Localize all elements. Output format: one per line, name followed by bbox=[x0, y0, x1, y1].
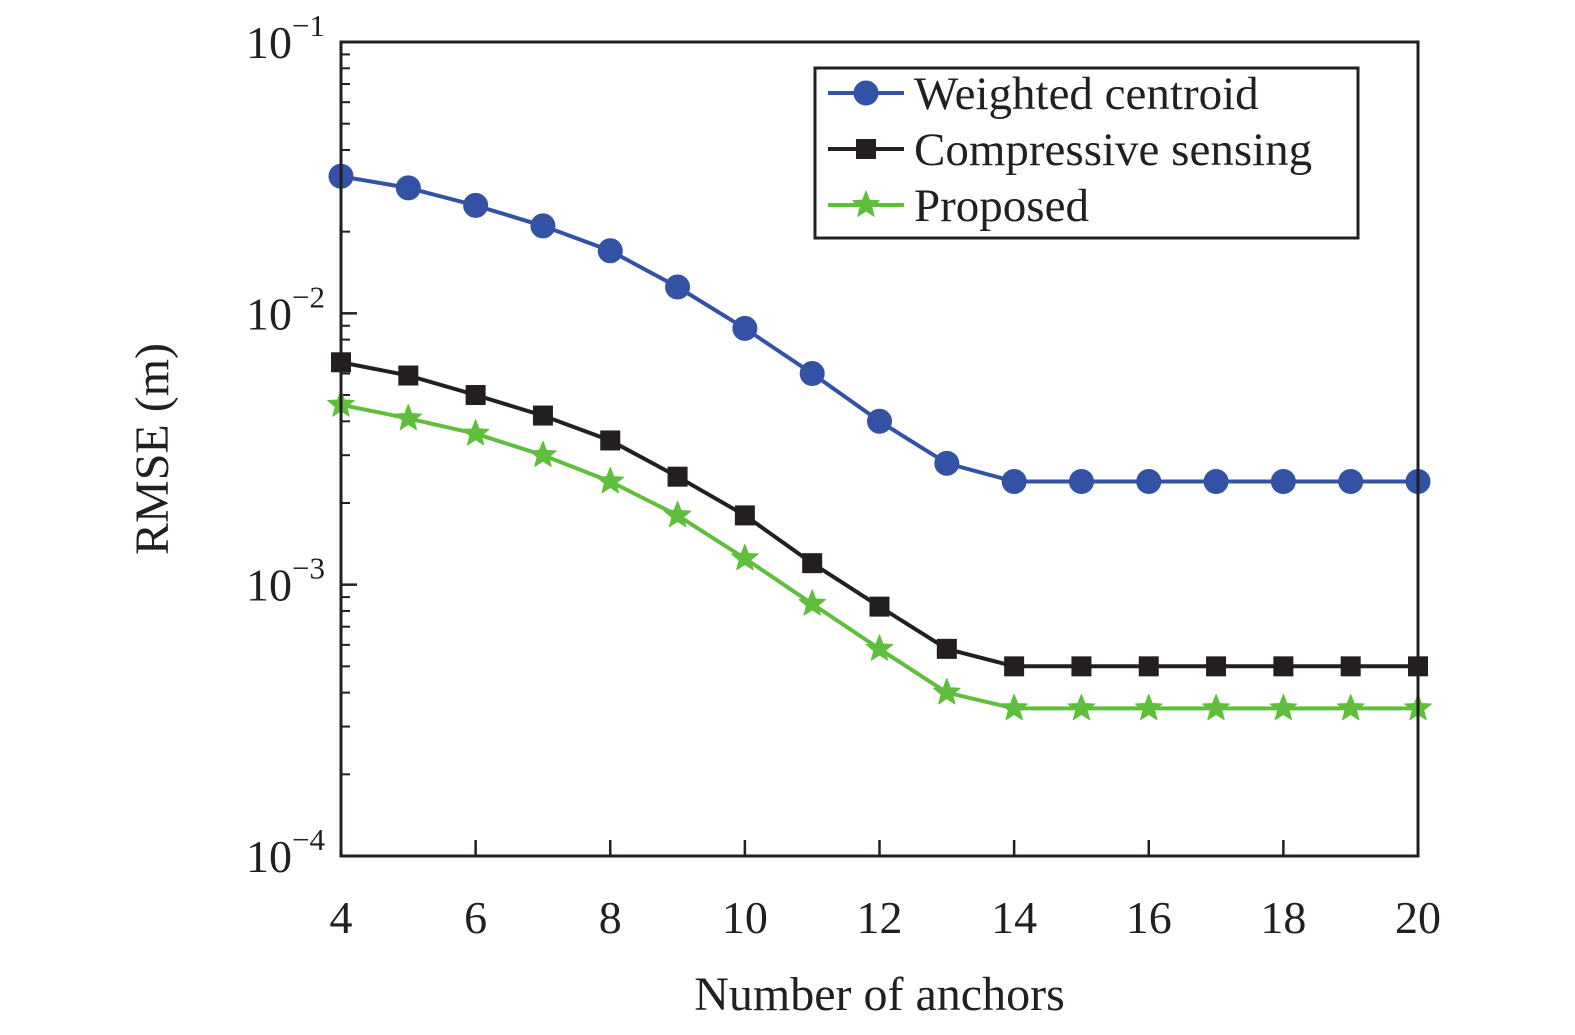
x-tick-label: 12 bbox=[857, 892, 903, 943]
data-point bbox=[1273, 656, 1294, 677]
data-point bbox=[1203, 469, 1229, 495]
data-point bbox=[1336, 693, 1365, 721]
data-point bbox=[667, 466, 688, 487]
data-point bbox=[802, 553, 823, 574]
legend-box bbox=[813, 66, 1360, 240]
y-tick-label: 10−3 bbox=[246, 551, 325, 611]
data-point bbox=[1270, 469, 1296, 495]
x-tick-label: 10 bbox=[722, 892, 768, 943]
data-point bbox=[731, 543, 759, 571]
data-point bbox=[1067, 693, 1096, 721]
legend-item: Weighted centroid bbox=[828, 68, 1259, 120]
data-point bbox=[933, 678, 961, 705]
data-point bbox=[463, 192, 489, 218]
legend-marker bbox=[852, 190, 880, 217]
data-point bbox=[665, 274, 691, 300]
data-point bbox=[1071, 656, 1092, 677]
legend-label: Compressive sensing bbox=[914, 124, 1312, 176]
x-tick-label: 20 bbox=[1395, 892, 1441, 943]
data-point bbox=[529, 440, 557, 467]
data-point bbox=[465, 385, 486, 406]
x-axis-title: Number of anchors bbox=[694, 968, 1065, 1021]
data-point bbox=[865, 634, 894, 661]
series-compressive-sensing bbox=[331, 352, 1428, 677]
data-point bbox=[663, 500, 692, 528]
data-point bbox=[394, 403, 423, 431]
data-point bbox=[461, 419, 490, 446]
data-point bbox=[799, 361, 825, 387]
y-tick-label: 10−1 bbox=[246, 8, 325, 68]
x-tick-labels: 4 6 8 10 12 14 16 18 20 bbox=[330, 892, 1442, 943]
x-tick-label: 6 bbox=[464, 892, 487, 943]
series-weighted-centroid bbox=[328, 163, 1431, 495]
y-axis-title: RMSE (m) bbox=[126, 343, 179, 555]
data-point bbox=[1134, 693, 1163, 721]
y-tick-label: 10−4 bbox=[246, 822, 325, 882]
data-point bbox=[532, 405, 553, 426]
data-point bbox=[1136, 469, 1162, 495]
data-point bbox=[936, 638, 957, 659]
x-tick-label: 16 bbox=[1126, 892, 1172, 943]
data-point bbox=[734, 505, 755, 526]
data-point bbox=[798, 589, 826, 616]
legend-item: Compressive sensing bbox=[828, 124, 1312, 176]
legend-marker bbox=[856, 139, 876, 159]
data-point bbox=[597, 238, 623, 264]
data-point bbox=[1068, 469, 1094, 495]
series-layer bbox=[327, 163, 1432, 721]
legend-label: Proposed bbox=[914, 180, 1089, 232]
data-point bbox=[1001, 469, 1027, 495]
data-point bbox=[395, 175, 421, 201]
legend-item: Proposed bbox=[828, 180, 1089, 232]
legend-label: Weighted centroid bbox=[914, 68, 1259, 120]
data-point bbox=[1340, 656, 1361, 677]
plot-area-frame bbox=[339, 40, 1420, 858]
x-tick-label: 14 bbox=[991, 892, 1037, 943]
y-tick-label: 10−2 bbox=[246, 279, 325, 339]
data-point bbox=[596, 467, 625, 494]
data-point bbox=[1000, 693, 1028, 721]
x-tick-label: 18 bbox=[1260, 892, 1306, 943]
data-point bbox=[600, 430, 621, 451]
data-point bbox=[869, 596, 890, 617]
x-tick-label: 4 bbox=[330, 892, 353, 943]
data-point bbox=[1004, 656, 1025, 677]
x-tick-label: 8 bbox=[599, 892, 622, 943]
data-point bbox=[1269, 693, 1298, 721]
data-point bbox=[1338, 469, 1364, 495]
data-point bbox=[1138, 656, 1159, 677]
data-point bbox=[1206, 656, 1227, 677]
data-point bbox=[934, 450, 960, 476]
legend-marker bbox=[853, 80, 879, 106]
data-point bbox=[398, 365, 419, 386]
data-point bbox=[1202, 693, 1230, 721]
data-point bbox=[530, 213, 556, 239]
data-point bbox=[867, 408, 892, 434]
y-tick-labels: 10−1 10−2 10−3 10−4 bbox=[246, 8, 325, 882]
data-point bbox=[732, 315, 758, 341]
